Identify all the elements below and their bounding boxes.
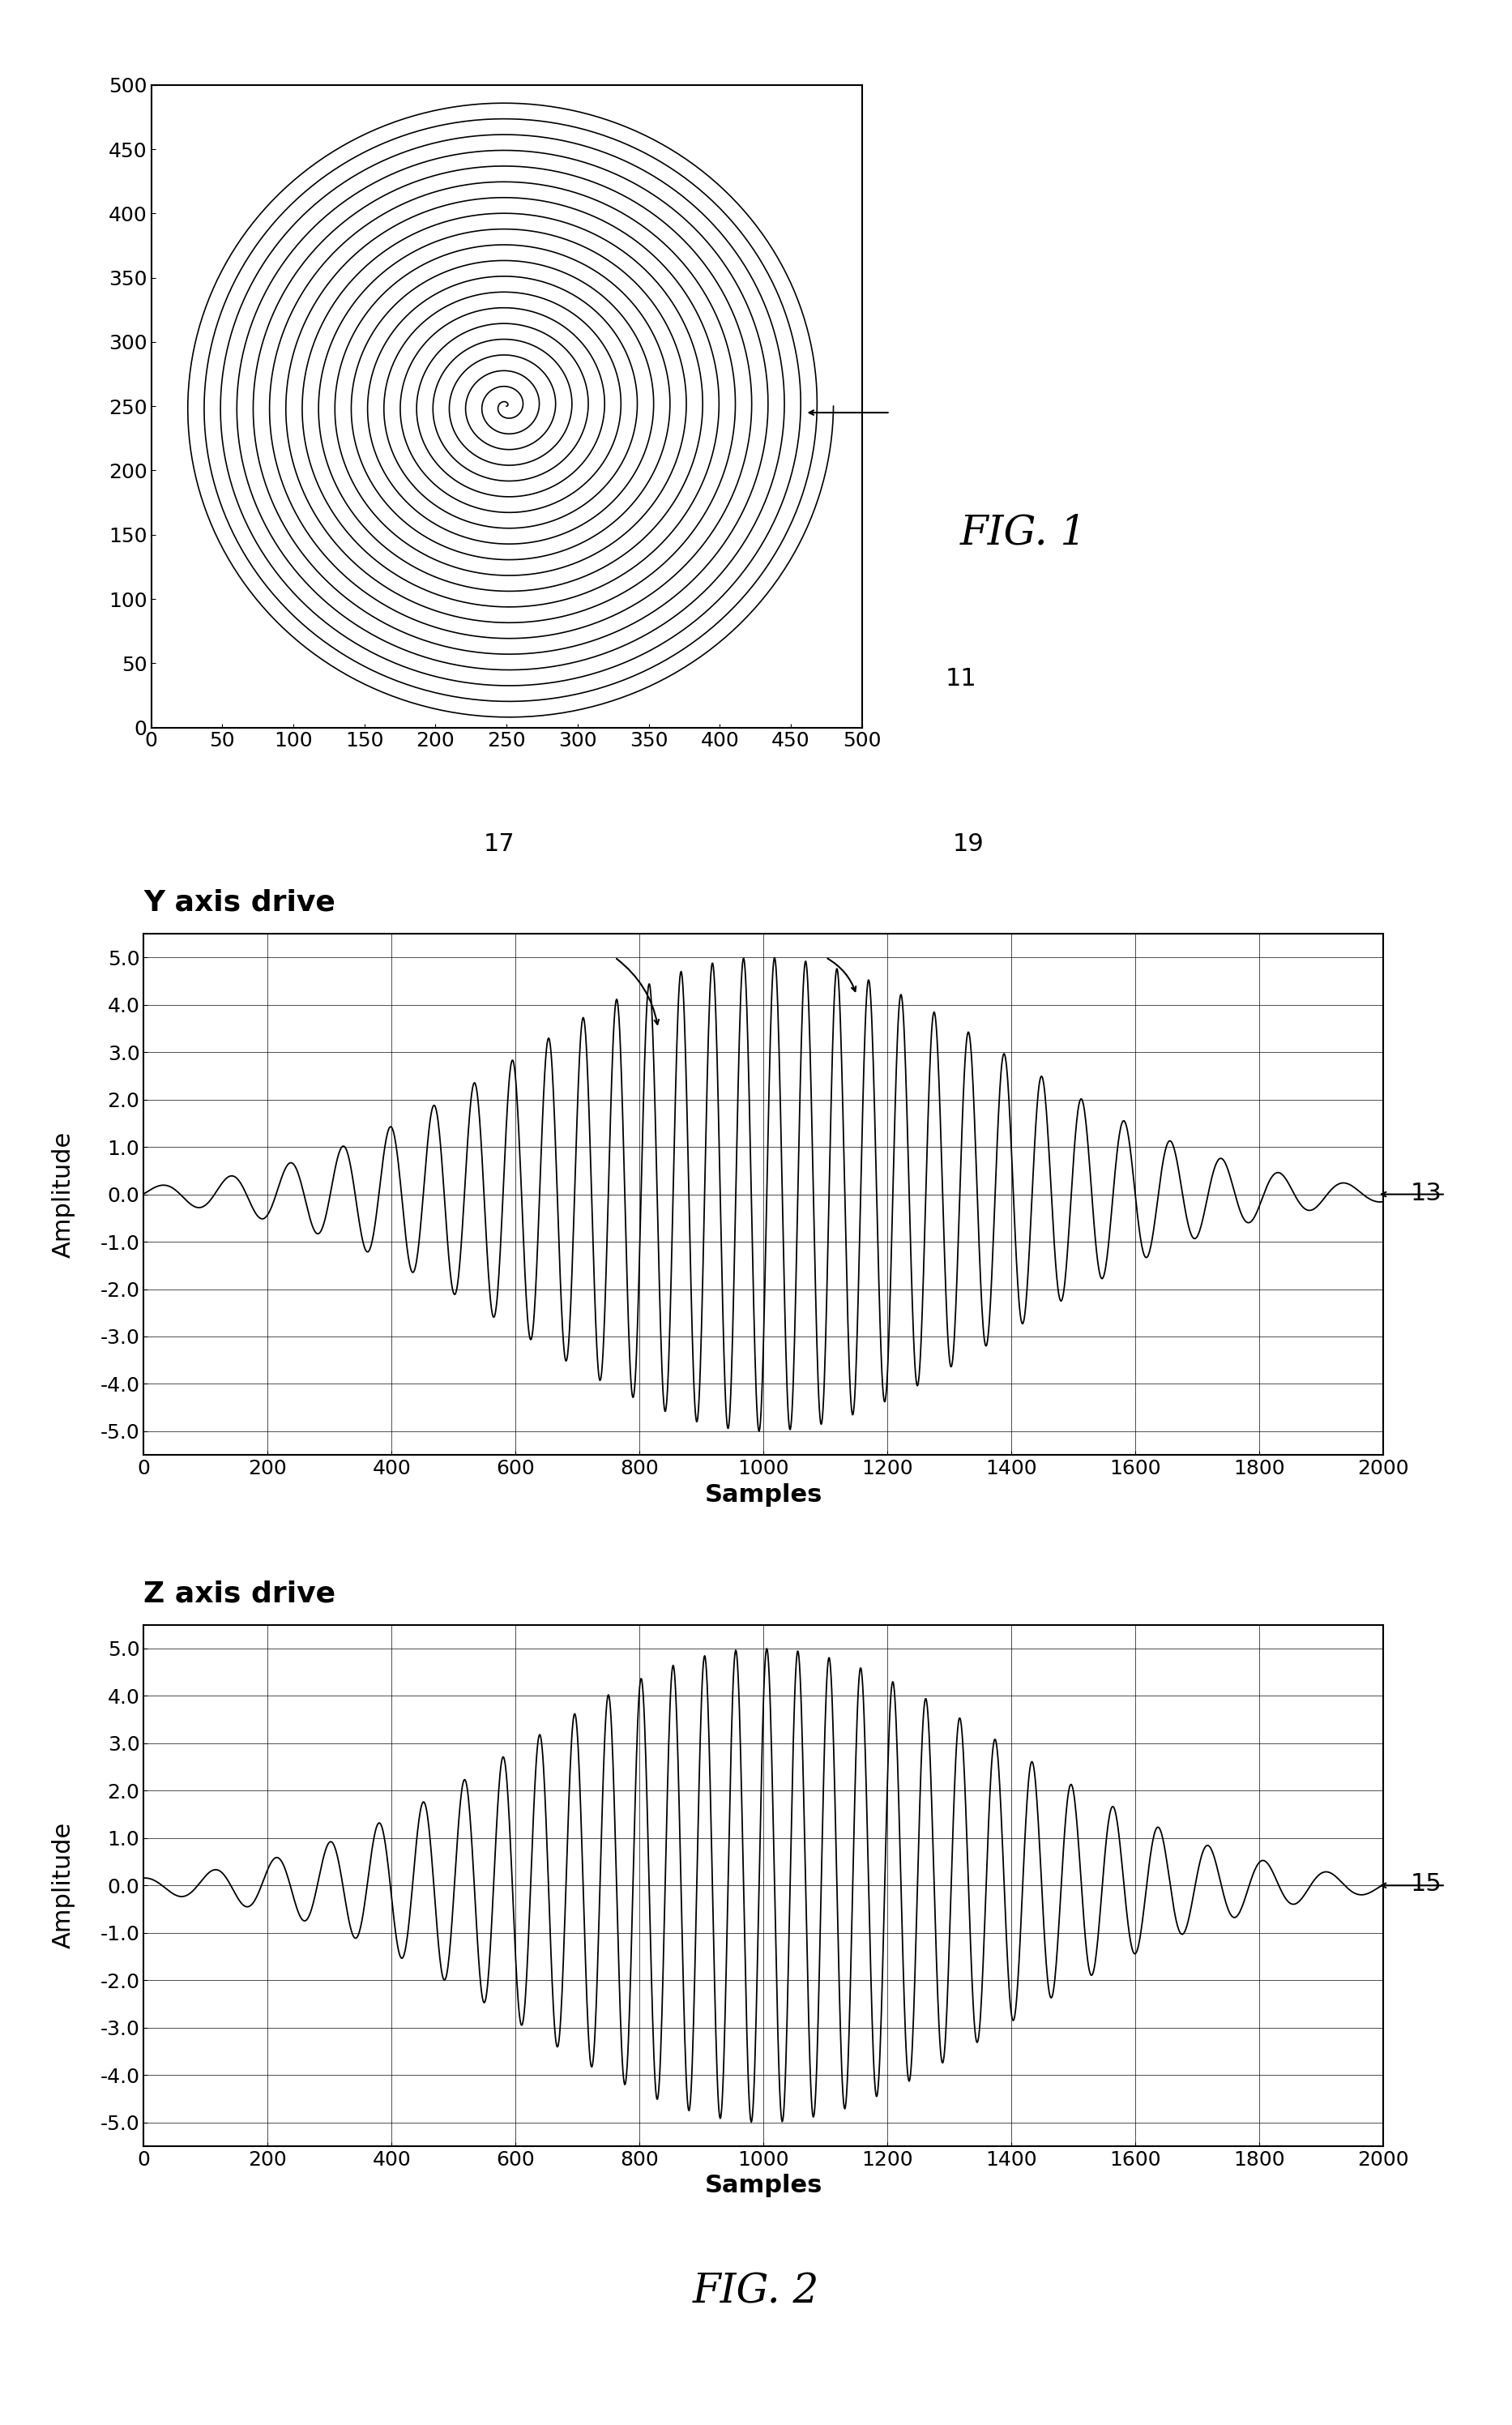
Y-axis label: Amplitude: Amplitude: [51, 1130, 76, 1259]
X-axis label: Samples: Samples: [705, 1484, 823, 1506]
X-axis label: Samples: Samples: [705, 2175, 823, 2197]
Y-axis label: Amplitude: Amplitude: [51, 1821, 76, 1950]
Text: 19: 19: [953, 832, 984, 856]
Text: Z axis drive: Z axis drive: [144, 1581, 336, 1608]
Text: Y axis drive: Y axis drive: [144, 890, 336, 917]
Text: 13: 13: [1411, 1181, 1442, 1205]
Text: FIG. 1: FIG. 1: [960, 514, 1087, 553]
Text: 15: 15: [1411, 1872, 1442, 1896]
Text: 11: 11: [945, 667, 977, 691]
Text: 17: 17: [484, 832, 516, 856]
Text: FIG. 2: FIG. 2: [692, 2272, 820, 2311]
